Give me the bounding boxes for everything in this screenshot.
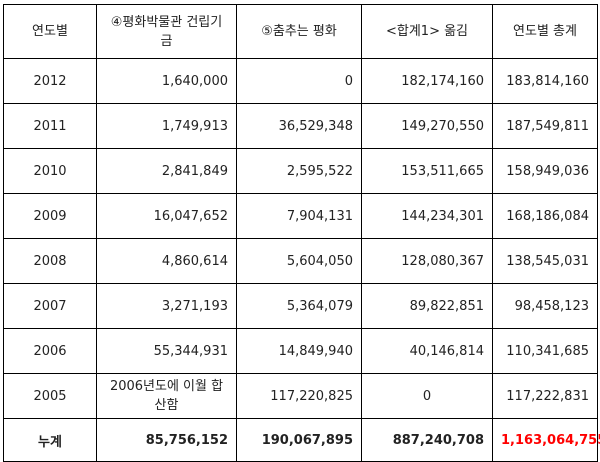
fund-cell: 2,841,849 [96,148,237,194]
header-row: 연도별 ④평화박물관 건립기금 ⑤춤추는 평화 <합계1> 옮김 연도별 총계 [3,4,598,59]
table-row: 2009 16,047,652 7,904,131 144,234,301 16… [3,193,598,239]
table-row: 2006 55,344,931 14,849,940 40,146,814 11… [3,328,598,374]
total-cell: 168,186,084 [492,193,598,239]
year-cell: 2012 [3,58,97,104]
dance-cell: 117,220,825 [236,373,362,419]
col-header-dance: ⑤춤추는 평화 [236,4,362,59]
dance-cell: 5,604,050 [236,238,362,284]
total-cell: 183,814,160 [492,58,598,104]
dance-cell: 2,595,522 [236,148,362,194]
dance-cell: 0 [236,58,362,104]
totals-label: 누계 [3,418,97,462]
table-row: 2005 2006년도에 이월 합산함 117,220,825 0 117,22… [3,373,598,419]
sum1-cell: 149,270,550 [361,103,493,149]
year-cell: 2010 [3,148,97,194]
sum1-cell: 89,822,851 [361,283,493,329]
total-cell: 158,949,036 [492,148,598,194]
year-cell: 2006 [3,328,97,374]
totals-fund: 85,756,152 [96,418,237,462]
fund-cell: 4,860,614 [96,238,237,284]
sum1-cell: 40,146,814 [361,328,493,374]
dance-cell: 7,904,131 [236,193,362,239]
totals-row: 누계 85,756,152 190,067,895 887,240,708 1,… [3,418,600,462]
sum1-cell: 0 [361,373,493,419]
col-header-total: 연도별 총계 [492,4,598,59]
sum1-cell: 182,174,160 [361,58,493,104]
total-cell: 110,341,685 [492,328,598,374]
fund-cell: 1,640,000 [96,58,237,104]
col-header-year: 연도별 [3,4,97,59]
fund-note-cell: 2006년도에 이월 합산함 [96,373,237,419]
year-cell: 2009 [3,193,97,239]
col-header-fund: ④평화박물관 건립기금 [96,4,237,59]
dance-cell: 36,529,348 [236,103,362,149]
year-cell: 2007 [3,283,97,329]
total-cell: 117,222,831 [492,373,598,419]
grand-total: 1,163,064,755 [492,418,600,462]
year-cell: 2011 [3,103,97,149]
sum1-cell: 153,511,665 [361,148,493,194]
fund-cell: 1,749,913 [96,103,237,149]
year-cell: 2005 [3,373,97,419]
col-header-sum1: <합계1> 옮김 [361,4,493,59]
table-row: 2010 2,841,849 2,595,522 153,511,665 158… [3,148,598,194]
sum1-cell: 144,234,301 [361,193,493,239]
table-row: 2007 3,271,193 5,364,079 89,822,851 98,4… [3,283,598,329]
totals-sum1: 887,240,708 [361,418,493,462]
yearly-totals-table: 연도별 ④평화박물관 건립기금 ⑤춤추는 평화 <합계1> 옮김 연도별 총계 … [3,4,600,462]
table-row: 2008 4,860,614 5,604,050 128,080,367 138… [3,238,598,284]
dance-cell: 5,364,079 [236,283,362,329]
year-cell: 2008 [3,238,97,284]
table-row: 2011 1,749,913 36,529,348 149,270,550 18… [3,103,598,149]
col-header-fund-label: ④평화박물관 건립기금 [110,14,223,49]
total-cell: 98,458,123 [492,283,598,329]
total-cell: 138,545,031 [492,238,598,284]
dance-cell: 14,849,940 [236,328,362,374]
sum1-cell: 128,080,367 [361,238,493,284]
fund-cell: 55,344,931 [96,328,237,374]
table-row: 2012 1,640,000 0 182,174,160 183,814,160 [3,58,598,104]
totals-dance: 190,067,895 [236,418,362,462]
fund-cell: 16,047,652 [96,193,237,239]
total-cell: 187,549,811 [492,103,598,149]
fund-cell: 3,271,193 [96,283,237,329]
